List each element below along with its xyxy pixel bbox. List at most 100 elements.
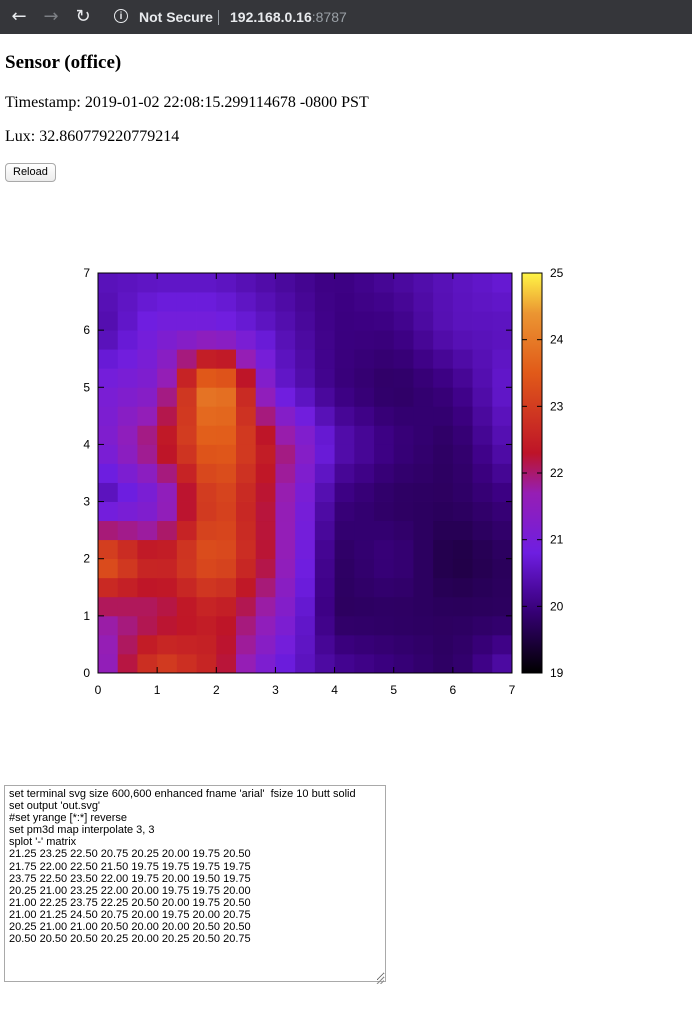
browser-toolbar: ← → ↻ i Not Secure 192.168.0.16:8787 (0, 0, 692, 34)
heatmap-cell (393, 463, 414, 483)
heatmap-cell (117, 501, 138, 522)
heatmap-cell (117, 520, 138, 541)
heatmap-cell (275, 387, 296, 407)
heatmap-cell (196, 653, 217, 674)
info-icon[interactable]: i (114, 9, 128, 23)
heatmap-cell (295, 596, 316, 617)
heatmap-cell (137, 349, 158, 369)
heatmap-cell (354, 539, 375, 560)
heatmap-cell (314, 368, 335, 388)
heatmap-cell (216, 368, 237, 388)
heatmap-cell (236, 368, 257, 388)
heatmap-cell (492, 539, 513, 560)
heatmap-cell (216, 520, 237, 541)
heatmap-cell (255, 273, 276, 293)
reload-icon[interactable]: ↻ (75, 6, 91, 27)
heatmap-cell (374, 653, 395, 674)
colorbar-tick-label: 23 (550, 399, 564, 413)
heatmap-cell (314, 596, 335, 617)
colorbar-tick-label: 25 (550, 266, 564, 280)
heatmap-cell (98, 349, 119, 369)
heatmap-cell (413, 406, 434, 426)
heatmap-cell (413, 368, 434, 388)
heatmap-cell (157, 406, 178, 426)
back-arrow-icon[interactable]: ← (11, 6, 27, 27)
heatmap-cell (413, 634, 434, 655)
heatmap-cell (98, 501, 119, 522)
heatmap-cell (255, 615, 276, 636)
heatmap-cell (255, 330, 276, 350)
reload-button[interactable]: Reload (5, 163, 56, 182)
heatmap-cell (492, 634, 513, 655)
heatmap-cell (196, 387, 217, 407)
heatmap-cell (157, 292, 178, 312)
heatmap-cell (255, 634, 276, 655)
heatmap-cell (117, 368, 138, 388)
heatmap-cell (176, 539, 197, 560)
heatmap-cell (433, 634, 454, 655)
heatmap-cell (98, 330, 119, 350)
heatmap-cell (137, 368, 158, 388)
heatmap-cell (492, 349, 513, 369)
heatmap-cell (452, 539, 473, 560)
heatmap-cell (176, 406, 197, 426)
gnuplot-script-textarea[interactable]: set terminal svg size 600,600 enhanced f… (4, 785, 386, 982)
heatmap-cell (157, 387, 178, 407)
heatmap-cell (236, 577, 257, 598)
heatmap-cell (393, 520, 414, 541)
lux-text: Lux: 32.860779220779214 (5, 128, 180, 145)
heatmap-cell (314, 292, 335, 312)
heatmap-cell (472, 425, 493, 445)
heatmap-cell (176, 311, 197, 331)
heatmap-cell (334, 539, 355, 560)
heatmap-cell (236, 292, 257, 312)
heatmap-cell (433, 425, 454, 445)
heatmap-cell (137, 520, 158, 541)
heatmap-cell (216, 577, 237, 598)
heatmap-cell (236, 311, 257, 331)
heatmap-cell (314, 349, 335, 369)
heatmap-cell (295, 653, 316, 674)
heatmap-cell (433, 387, 454, 407)
heatmap-cell (374, 596, 395, 617)
heatmap-cell (196, 330, 217, 350)
url-text: 192.168.0.16:8787 (230, 5, 347, 29)
forward-arrow-icon[interactable]: → (43, 6, 59, 27)
heatmap-cell (393, 615, 414, 636)
heatmap-cell (176, 501, 197, 522)
heatmap-cell (157, 539, 178, 560)
heatmap-cell (157, 482, 178, 502)
heatmap-cell (98, 425, 119, 445)
heatmap-cell (354, 292, 375, 312)
heatmap-cell (255, 520, 276, 541)
heatmap-cell (236, 330, 257, 350)
page-title: Sensor (office) (5, 52, 122, 73)
heatmap-cell (472, 368, 493, 388)
heatmap-cell (255, 653, 276, 674)
heatmap-cell (393, 501, 414, 522)
heatmap-cell (137, 444, 158, 464)
heatmap-cell (295, 368, 316, 388)
address-bar[interactable]: i Not Secure 192.168.0.16:8787 (104, 5, 692, 29)
resize-handle-icon[interactable] (376, 976, 384, 984)
heatmap-cell (452, 330, 473, 350)
heatmap-cell (137, 577, 158, 598)
heatmap-cell (295, 634, 316, 655)
heatmap-cell (196, 577, 217, 598)
heatmap-cell (196, 520, 217, 541)
heatmap-cell (236, 387, 257, 407)
heatmap-cell (452, 311, 473, 331)
heatmap-cell (98, 558, 119, 579)
heatmap-cell (196, 406, 217, 426)
heatmap-cell (472, 406, 493, 426)
heatmap-cell (117, 425, 138, 445)
heatmap-cell (413, 596, 434, 617)
heatmap-cell (196, 368, 217, 388)
heatmap-cell (492, 406, 513, 426)
heatmap-cell (176, 349, 197, 369)
heatmap-cell (117, 653, 138, 674)
heatmap-cell (216, 501, 237, 522)
heatmap-cell (295, 387, 316, 407)
heatmap-cell (452, 634, 473, 655)
heatmap-cell (216, 311, 237, 331)
